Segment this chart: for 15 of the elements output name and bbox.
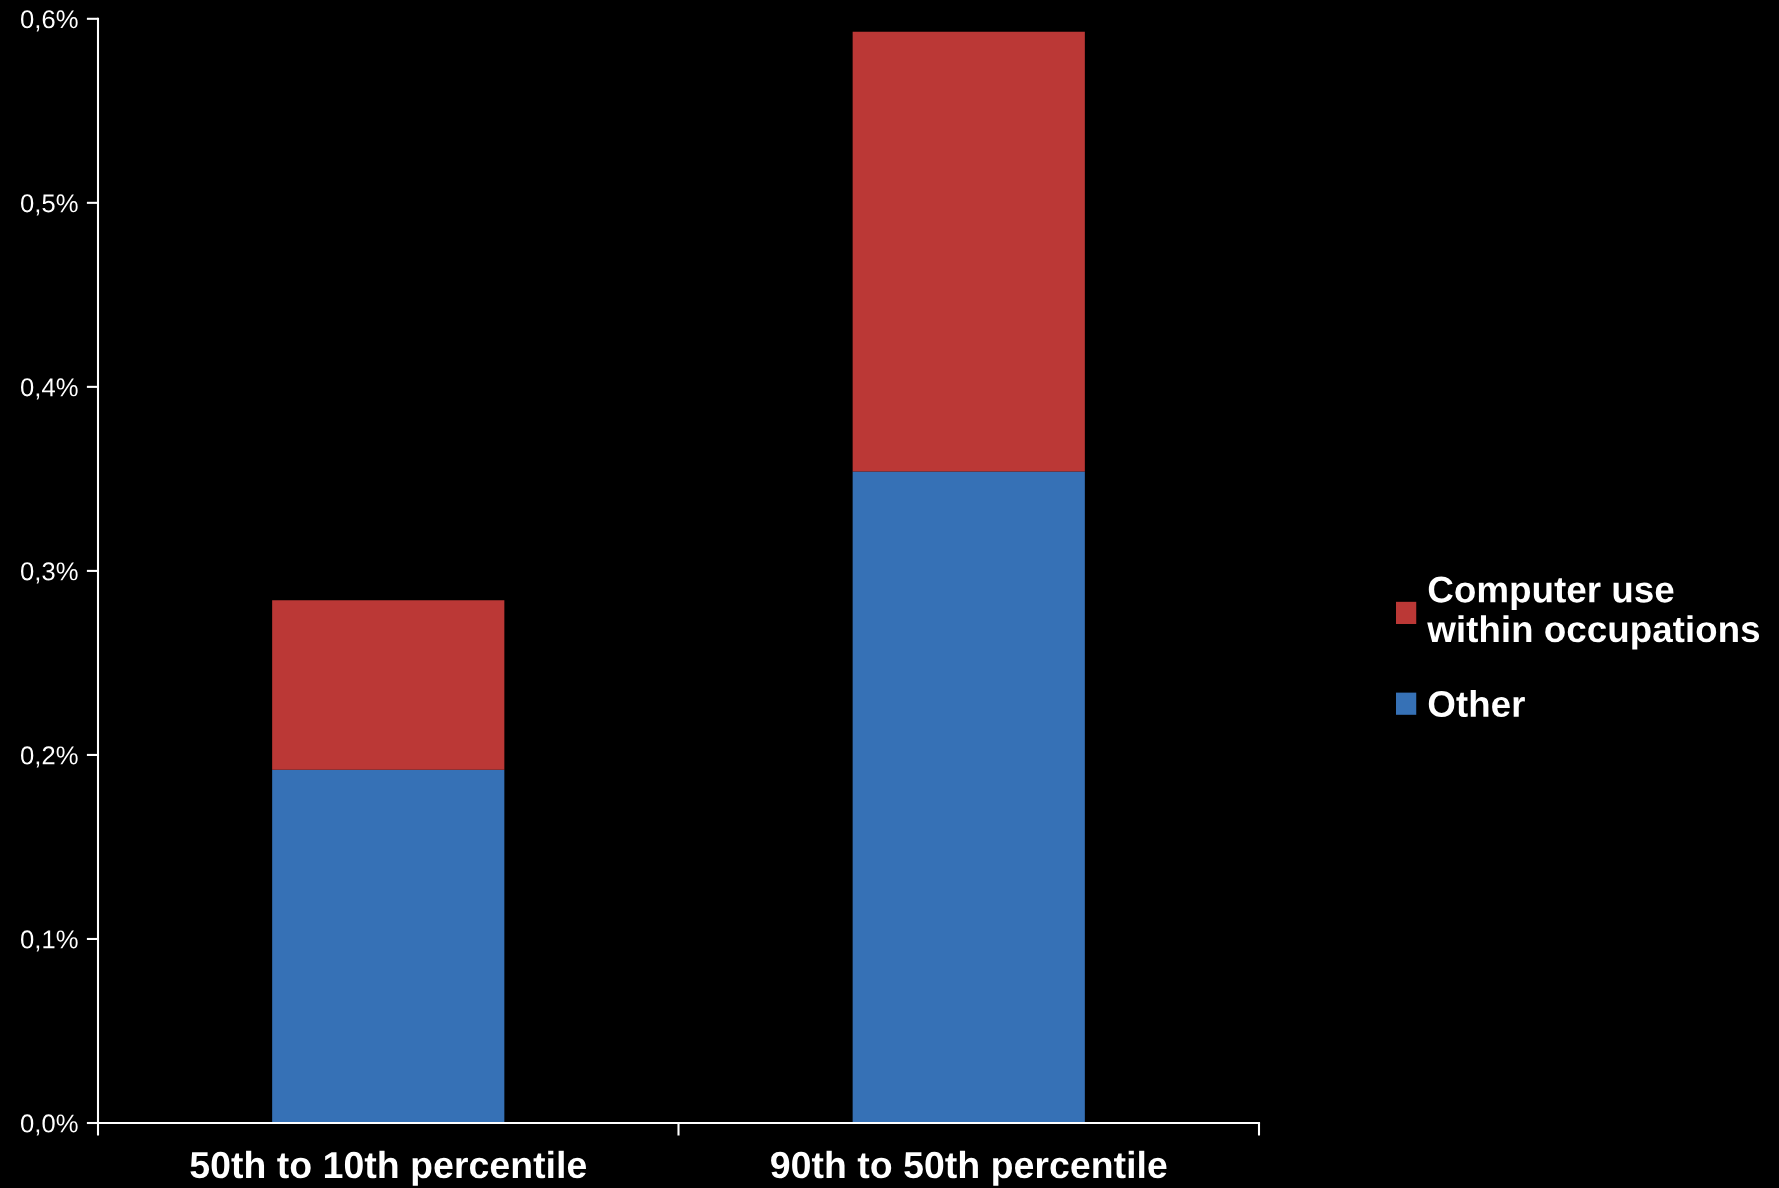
y-tick-label: 0,3% <box>21 562 78 584</box>
y-tick-label: 0,4% <box>21 378 78 400</box>
bar <box>852 471 1085 1123</box>
y-tick-label: 0,1% <box>21 930 78 952</box>
legend-label: Other <box>1428 690 1525 718</box>
y-tick-label: 0,5% <box>21 194 78 216</box>
y-tick-label: 0,6% <box>21 10 78 32</box>
x-tick-label: 50th to 10th percentile <box>190 1150 586 1186</box>
y-tick-label: 0,0% <box>21 1114 78 1136</box>
x-tick-label: 90th to 50th percentile <box>771 1150 1167 1186</box>
bar <box>272 769 505 1123</box>
legend-label: Computer use within occupations <box>1427 576 1760 650</box>
bar <box>272 600 505 770</box>
bar <box>852 31 1085 472</box>
y-tick-label: 0,2% <box>21 746 78 768</box>
